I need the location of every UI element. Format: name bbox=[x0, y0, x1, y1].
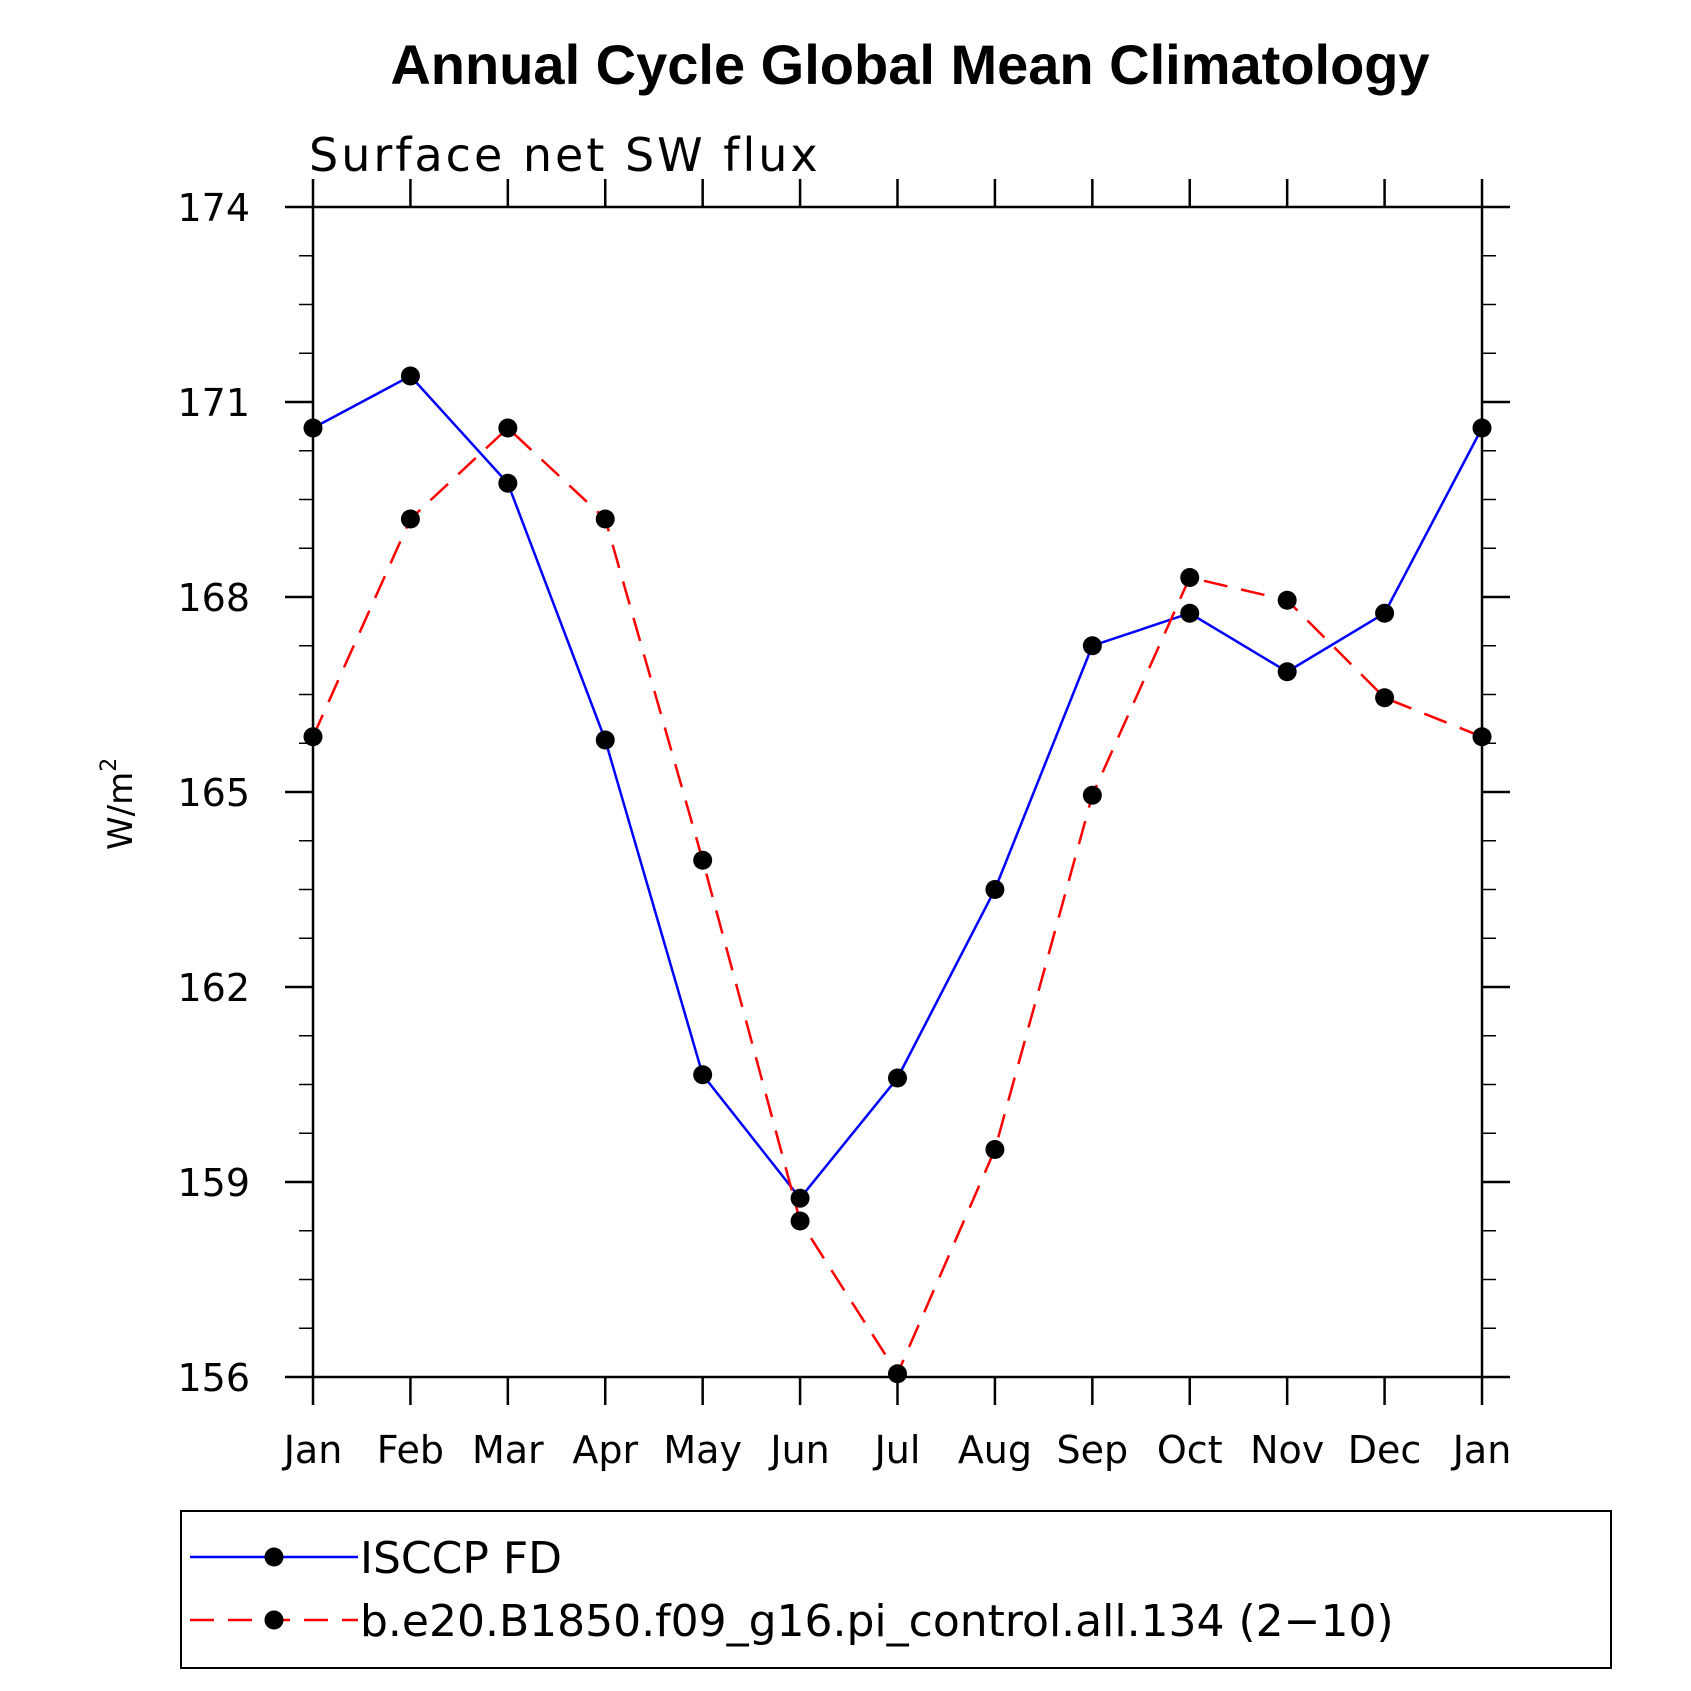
series-2-point bbox=[693, 850, 713, 870]
y-tick-label: 156 bbox=[177, 1356, 250, 1400]
chart-title: Annual Cycle Global Mean Climatology bbox=[390, 33, 1429, 96]
series-2-point bbox=[1375, 688, 1395, 708]
series-1-point bbox=[400, 366, 420, 386]
series-1-point bbox=[1472, 418, 1492, 438]
series-1-point bbox=[888, 1068, 907, 1088]
x-tick-label: Feb bbox=[377, 1428, 444, 1472]
series-2-point bbox=[400, 509, 420, 529]
series-1-point bbox=[693, 1065, 713, 1085]
y-tick-label: 171 bbox=[177, 381, 250, 425]
series-2-point bbox=[595, 509, 615, 529]
y-axis-label-text: W/m2 bbox=[97, 758, 141, 850]
series-2-point bbox=[1082, 785, 1102, 805]
chart-subtitle: Surface net SW flux bbox=[309, 128, 821, 182]
series-1-point bbox=[1180, 603, 1200, 623]
y-axis-label: W/m2 bbox=[97, 758, 141, 850]
x-tick-label: Jan bbox=[282, 1428, 343, 1472]
series-2-point bbox=[790, 1211, 810, 1231]
series-1-point bbox=[1082, 636, 1102, 656]
series-2-point bbox=[888, 1364, 907, 1384]
plot-frame bbox=[311, 205, 1484, 1379]
axes: Jan Feb Mar Apr May Jun Jul Aug Sep Oct Nov Dec Jan 1… bbox=[177, 179, 1511, 1472]
x-tick-label: Apr bbox=[572, 1428, 638, 1472]
series-2-point bbox=[1180, 568, 1200, 587]
x-tick-label: Oct bbox=[1157, 1428, 1223, 1472]
series-line-2 bbox=[311, 426, 1483, 1377]
x-tick-label: Aug bbox=[958, 1428, 1032, 1472]
series-1-point bbox=[303, 418, 323, 438]
series-1-point bbox=[1277, 662, 1297, 682]
x-tick-label: Nov bbox=[1250, 1428, 1324, 1472]
y-tick-label: 165 bbox=[177, 771, 250, 815]
y-tick-label: 159 bbox=[177, 1161, 250, 1205]
legend-marker-2 bbox=[264, 1610, 284, 1630]
y-tick-label: 162 bbox=[177, 966, 250, 1010]
series-1-point bbox=[498, 473, 518, 493]
series-2-point bbox=[303, 727, 323, 747]
x-tick-label: Sep bbox=[1057, 1428, 1129, 1472]
series-1-point bbox=[1375, 603, 1395, 623]
series-2-point bbox=[985, 1140, 1005, 1159]
series-layer bbox=[303, 366, 1492, 1384]
x-tick-label: May bbox=[663, 1428, 742, 1472]
x-tick-label: Dec bbox=[1348, 1428, 1422, 1472]
legend-label-2: b.e20.B1850.f09_g16.pi_control.all.134 (… bbox=[360, 1596, 1394, 1647]
x-tick-label: Mar bbox=[472, 1428, 544, 1472]
legend-box bbox=[180, 1510, 1612, 1669]
y-axis-label-superscript: 2 bbox=[97, 758, 122, 772]
legend-marker-1 bbox=[264, 1547, 284, 1567]
series-2-point bbox=[1472, 727, 1492, 747]
x-tick-label: Jul bbox=[873, 1428, 921, 1472]
series-1-point bbox=[790, 1188, 810, 1208]
series-1-point bbox=[595, 730, 615, 750]
x-tick-label: Jun bbox=[768, 1428, 829, 1472]
y-tick-label: 168 bbox=[177, 576, 250, 620]
series-2-point bbox=[498, 418, 518, 438]
y-axis-label-main: W/m bbox=[101, 772, 141, 850]
legend-label-1: ISCCP FD bbox=[360, 1533, 562, 1584]
y-tick-label: 174 bbox=[177, 186, 250, 230]
x-tick-label: Jan bbox=[1451, 1428, 1512, 1472]
legend: ISCCP FD b.e20.B1850.f09_g16.pi_control.a… bbox=[190, 1533, 1394, 1647]
series-2-point bbox=[1277, 590, 1297, 610]
series-1-point bbox=[985, 880, 1005, 899]
